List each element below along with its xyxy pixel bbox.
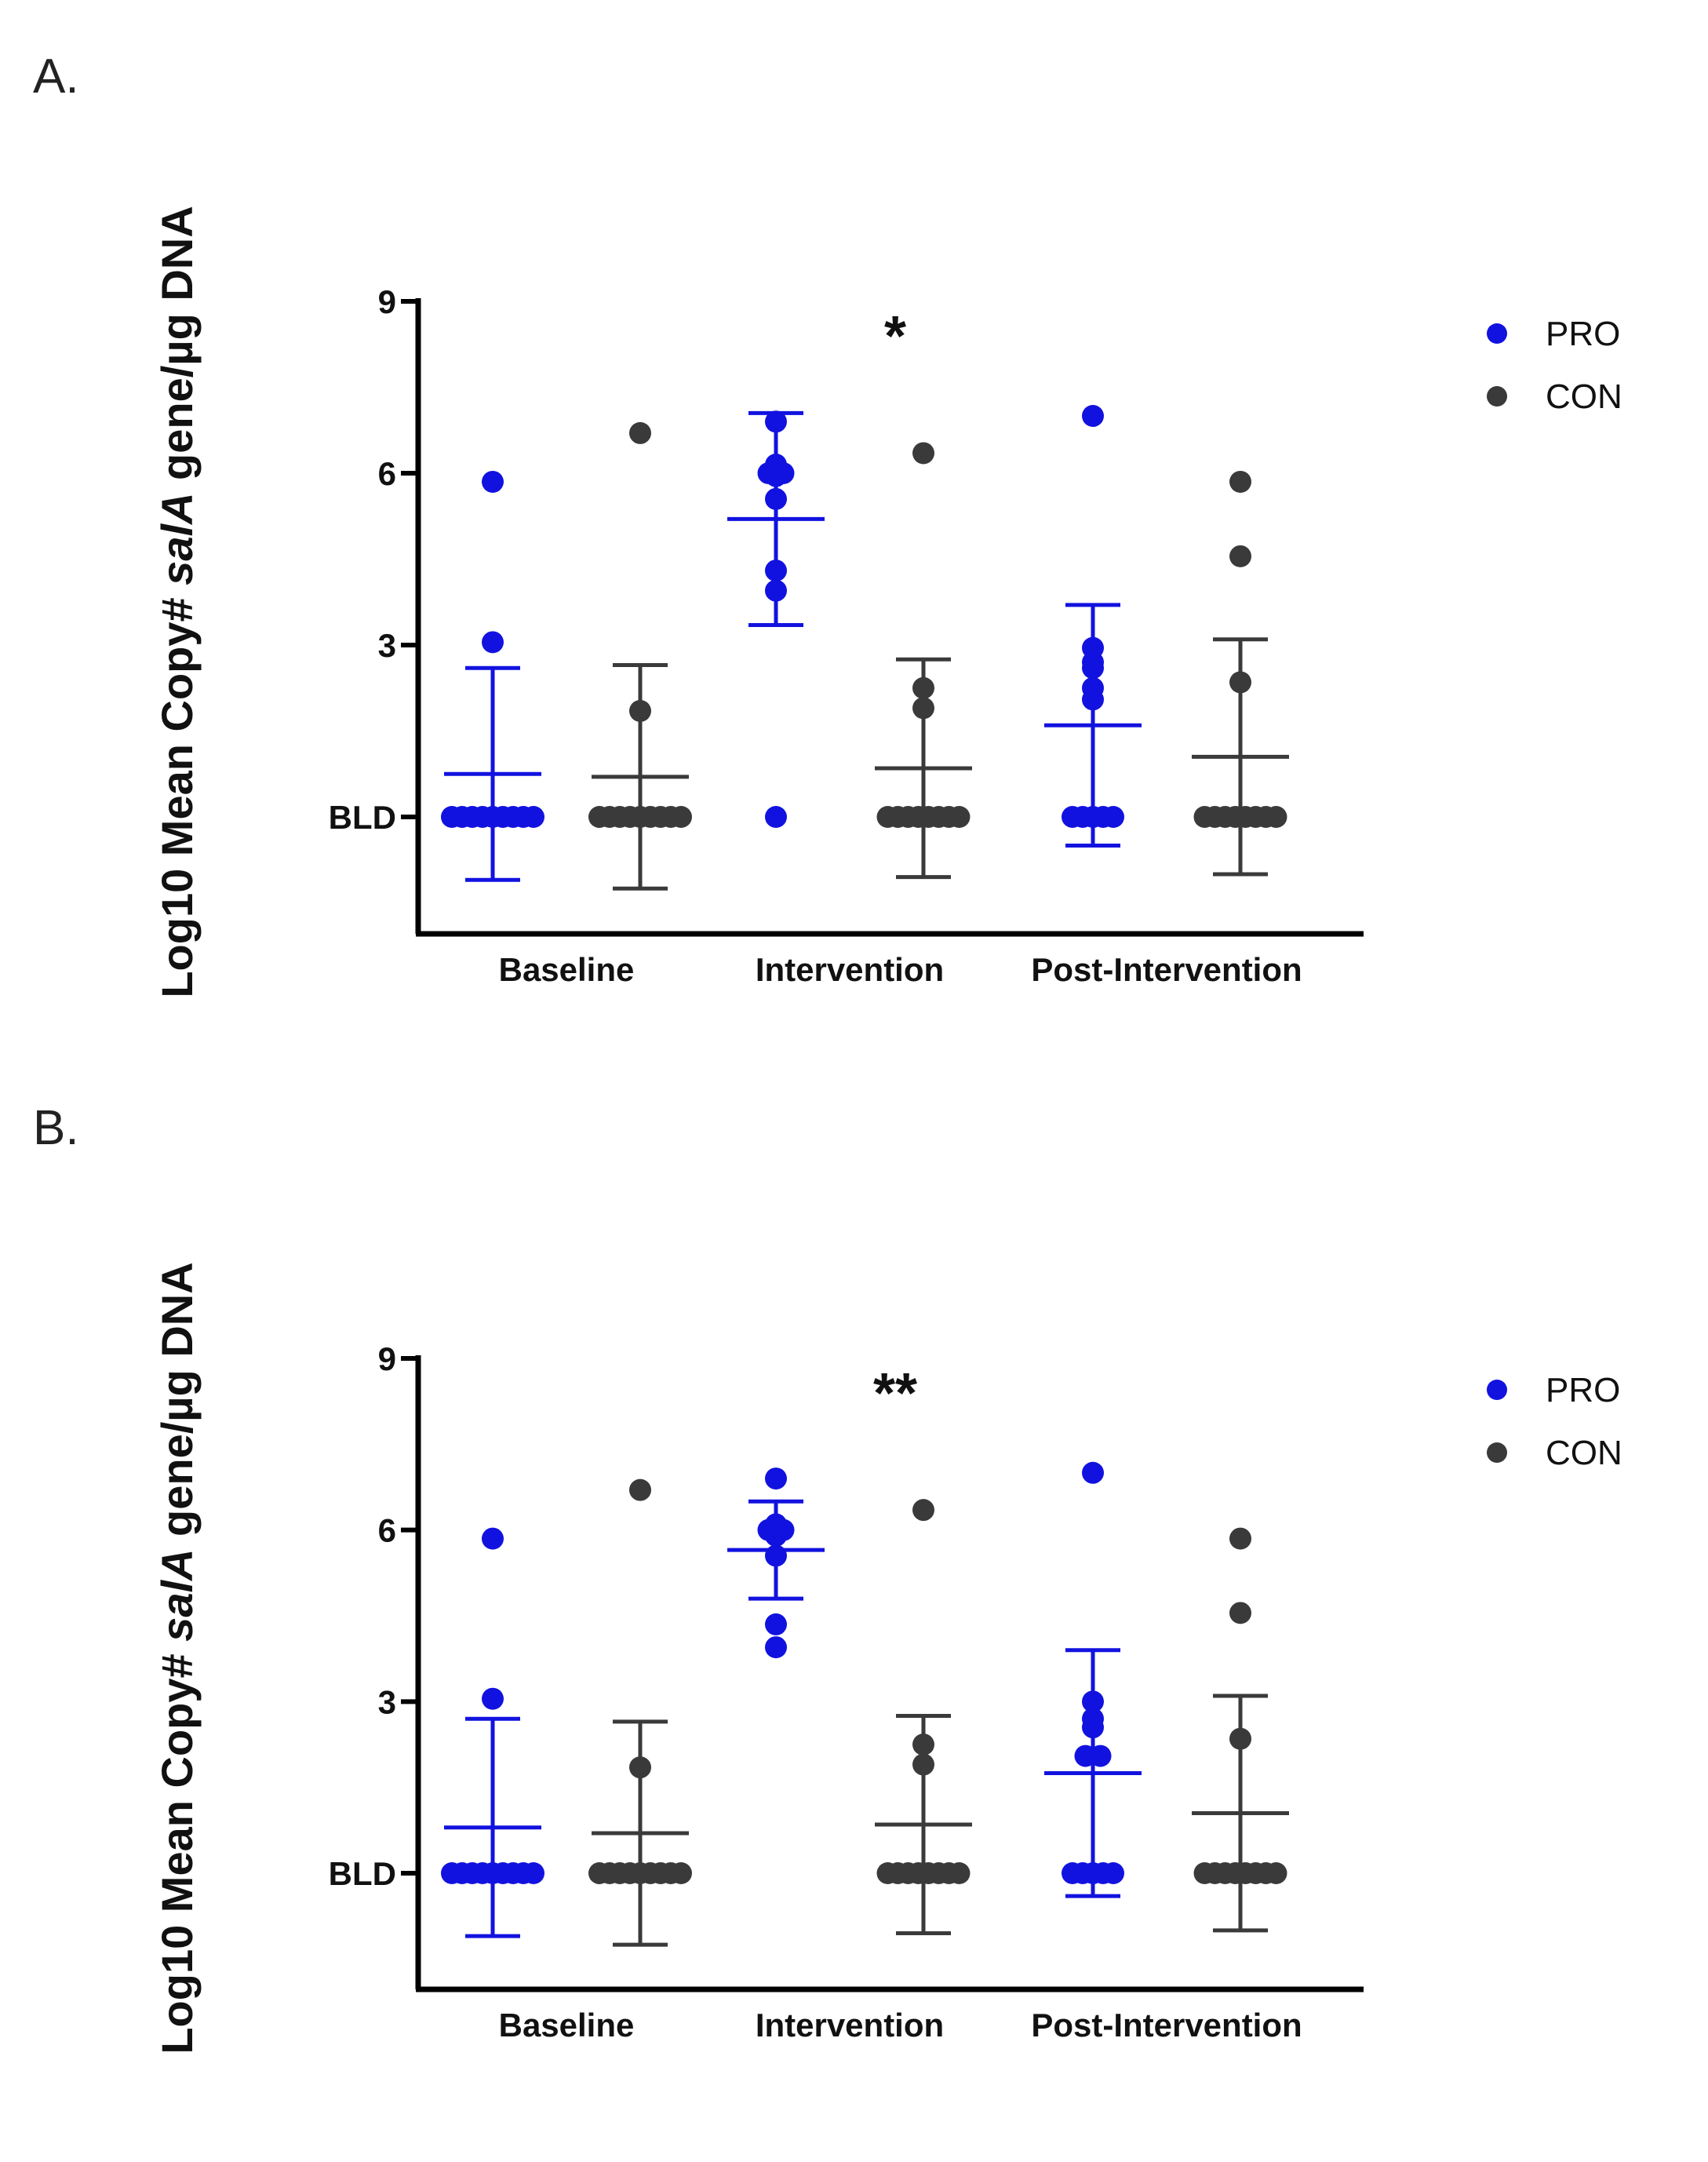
pro-data-point (765, 1613, 787, 1635)
pro-data-point (482, 1527, 504, 1550)
con-data-point (912, 697, 934, 720)
y-tick-label: 3 (378, 627, 396, 664)
pro-data-point (765, 487, 787, 510)
legend-label: PRO (1546, 315, 1620, 353)
con-data-point (629, 421, 651, 444)
pro-data-point (765, 560, 787, 582)
y-axis-label: Log10 Mean Copy# salA gene/µg DNA (152, 1262, 202, 2054)
scatter-chart: Log10 Mean Copy# salA gene/µg DNA BLD 3 6 9 B… (152, 206, 1622, 997)
significance-marker: ** (873, 1362, 917, 1425)
y-tick-label: BLD (329, 1855, 396, 1892)
y-tick-label: 9 (378, 1340, 396, 1377)
x-category-label: Post-Intervention (1031, 951, 1302, 988)
panel-a: A. Log10 Mean Copy# salA gene/µg DNA BLD 3… (33, 49, 1622, 998)
con-data-point (670, 1862, 692, 1884)
panel-label: B. (33, 1101, 79, 1155)
pro-data-point (482, 631, 504, 654)
con-data-point (912, 676, 934, 699)
x-category-label: Post-Intervention (1031, 2007, 1302, 2044)
y-tick-label: 3 (378, 1683, 396, 1720)
con-data-point (1229, 1602, 1251, 1624)
pro-data-point (1082, 1716, 1104, 1739)
legend-marker (1487, 1442, 1507, 1463)
pro-data-point (482, 1687, 504, 1710)
con-data-point (670, 806, 692, 828)
panel-label: A. (33, 49, 79, 104)
pro-data-point (1082, 688, 1104, 711)
con-data-point (629, 1478, 651, 1501)
pro-data-point (765, 1636, 787, 1659)
x-category-label: Intervention (756, 951, 944, 988)
y-tick-label: 9 (378, 283, 396, 320)
x-category-label: Intervention (756, 2007, 944, 2044)
con-data-point (1265, 806, 1287, 828)
pro-data-point (765, 1467, 787, 1490)
y-axis-label: Log10 Mean Copy# salA gene/µg DNA (152, 206, 202, 997)
con-data-point (912, 1499, 934, 1522)
pro-data-point (765, 579, 787, 602)
pro-data-point (765, 410, 787, 433)
con-data-point (1229, 1527, 1251, 1550)
pro-data-point (1082, 657, 1104, 680)
pro-data-point (765, 465, 787, 487)
x-category-label: Baseline (499, 2007, 635, 2044)
pro-data-point (1089, 1745, 1112, 1767)
y-tick-label: 6 (378, 455, 396, 492)
pro-data-point (523, 806, 544, 828)
legend-label: CON (1546, 1434, 1622, 1472)
y-tick-label: BLD (329, 799, 396, 836)
con-data-point (629, 699, 651, 722)
pro-data-point (482, 470, 504, 493)
pro-data-point (1102, 1862, 1124, 1884)
pro-data-point (1082, 1461, 1104, 1484)
con-data-point (1229, 1727, 1251, 1750)
con-data-point (912, 442, 934, 465)
legend-marker (1487, 386, 1507, 407)
scatter-chart: Log10 Mean Copy# salA gene/µg DNA BLD 3 6 9 B… (152, 1262, 1622, 2054)
con-data-point (629, 1756, 651, 1779)
pro-data-point (765, 1544, 787, 1567)
legend-marker (1487, 1380, 1507, 1400)
legend-label: PRO (1546, 1371, 1620, 1409)
legend-label: CON (1546, 377, 1622, 416)
con-data-point (912, 1753, 934, 1776)
pro-data-point (765, 806, 787, 828)
pro-data-point (765, 1524, 787, 1547)
pro-data-point (1082, 405, 1104, 427)
significance-marker: * (884, 305, 906, 368)
con-data-point (1229, 671, 1251, 694)
pro-data-point (1082, 1690, 1104, 1713)
y-tick-label: 6 (378, 1512, 396, 1549)
con-data-point (948, 806, 971, 828)
pro-data-point (523, 1862, 544, 1884)
con-data-point (1229, 470, 1251, 493)
legend-marker (1487, 323, 1507, 344)
con-data-point (948, 1862, 971, 1884)
con-data-point (1265, 1862, 1287, 1884)
pro-data-point (1102, 806, 1124, 828)
panel-b: B. Log10 Mean Copy# salA gene/µg DNA BLD 3… (0, 1083, 1708, 2162)
con-data-point (1229, 545, 1251, 567)
con-data-point (912, 1734, 934, 1755)
x-category-label: Baseline (499, 951, 635, 988)
